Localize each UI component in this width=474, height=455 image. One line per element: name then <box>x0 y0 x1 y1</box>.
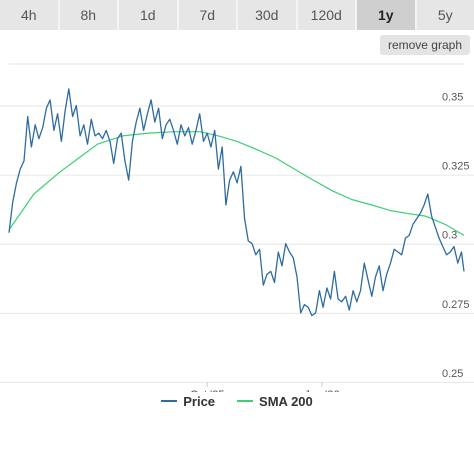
x-tick-label: Jan '26 <box>304 389 339 392</box>
y-axis: 0.25 0.275 0.3 0.325 0.35 <box>442 91 470 380</box>
y-tick-label: 0.35 <box>442 91 463 103</box>
y-tick-label: 0.275 <box>442 299 470 311</box>
sma-200-line <box>8 131 465 236</box>
y-tick-label: 0.3 <box>442 230 457 242</box>
series-layer <box>8 88 465 317</box>
legend-item-sma[interactable]: SMA 200 <box>237 394 313 409</box>
price-chart: 0.25 0.275 0.3 0.325 0.35 Oct '25 Jan '26 <box>0 63 474 392</box>
legend-item-price[interactable]: Price <box>161 394 215 409</box>
y-tick-label: 0.325 <box>442 161 470 173</box>
y-tick-label: 0.25 <box>442 368 463 380</box>
legend: Price SMA 200 <box>0 392 474 410</box>
price-swatch <box>161 400 178 402</box>
tab-1d[interactable]: 1d <box>119 0 179 30</box>
price-line <box>8 88 465 317</box>
legend-label-price: Price <box>183 393 216 409</box>
x-axis: Oct '25 Jan '26 <box>190 382 339 392</box>
remove-graph-button[interactable]: remove graph <box>379 35 470 55</box>
sma-swatch <box>237 400 254 402</box>
x-tick-label: Oct '25 <box>190 389 225 392</box>
tab-1y[interactable]: 1y <box>357 0 417 30</box>
tab-5y[interactable]: 5y <box>416 0 474 30</box>
tab-7d[interactable]: 7d <box>178 0 238 30</box>
tab-8h[interactable]: 8h <box>59 0 119 30</box>
tab-30d[interactable]: 30d <box>238 0 298 30</box>
legend-label-sma: SMA 200 <box>259 393 313 409</box>
time-range-tabs: 4h 8h 1d 7d 30d 120d 1y 5y <box>0 0 474 30</box>
tab-4h[interactable]: 4h <box>0 0 60 30</box>
grid <box>0 63 474 383</box>
tab-120d[interactable]: 120d <box>297 0 357 30</box>
